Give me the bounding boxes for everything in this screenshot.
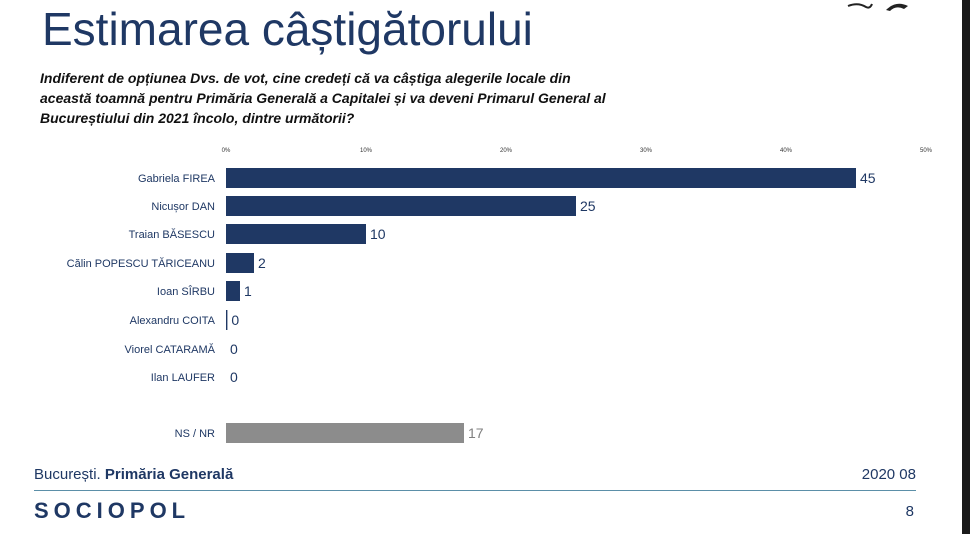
x-tick-label: 50%	[920, 148, 933, 154]
value-label: 0	[230, 369, 238, 385]
value-label: 0	[231, 312, 239, 328]
footer-institution: Primăria Generală	[104, 466, 234, 483]
value-label: 10	[370, 226, 386, 242]
footer-date: 2020 08	[861, 466, 916, 483]
x-tick-label: 30%	[640, 148, 653, 154]
x-tick-label: 40%	[780, 148, 793, 154]
brand-logo: SOCIOPOL	[34, 498, 191, 523]
category-label: Călin POPESCU TĂRICEANU	[67, 257, 215, 270]
category-label: Ilan LAUFER	[151, 372, 215, 384]
category-label: Ioan SÎRBU	[157, 285, 215, 298]
category-label: Alexandru COITA	[130, 315, 216, 327]
category-label: Nicușor DAN	[151, 201, 215, 213]
category-label: Traian BĂSESCU	[129, 228, 215, 241]
survey-question: Indiferent de opțiunea Dvs. de vot, cine…	[40, 70, 606, 126]
bar	[226, 423, 464, 443]
bar	[226, 224, 366, 244]
category-label: Gabriela FIREA	[138, 173, 216, 185]
category-label: NS / NR	[175, 428, 215, 440]
value-label: 45	[860, 170, 876, 186]
value-label: 1	[244, 283, 252, 299]
bird-logo-icon	[847, 3, 908, 11]
bar	[226, 168, 856, 188]
footer-divider	[34, 490, 916, 491]
value-label: 17	[468, 425, 484, 441]
page-number: 8	[905, 503, 914, 520]
value-label: 2	[258, 255, 266, 271]
x-tick-label: 20%	[500, 148, 513, 154]
bar	[226, 310, 228, 330]
value-label: 0	[230, 341, 238, 357]
window-edge	[962, 0, 970, 534]
x-tick-label: 10%	[360, 148, 373, 154]
category-label: Viorel CATARAMĂ	[125, 343, 216, 356]
bar-chart: 0% 10% 20% 30% 40% 50% Gabriela FIREA 45 Nicușor…	[67, 148, 933, 443]
footer-city: București.	[34, 466, 101, 483]
footer-location: București. Primăria Generală	[34, 466, 233, 483]
bar	[226, 196, 576, 216]
value-label: 25	[580, 198, 596, 214]
page-title: Estimarea câștigătorului	[42, 3, 533, 55]
bar	[226, 253, 254, 273]
x-tick-label: 0%	[222, 148, 231, 154]
bar	[226, 281, 240, 301]
